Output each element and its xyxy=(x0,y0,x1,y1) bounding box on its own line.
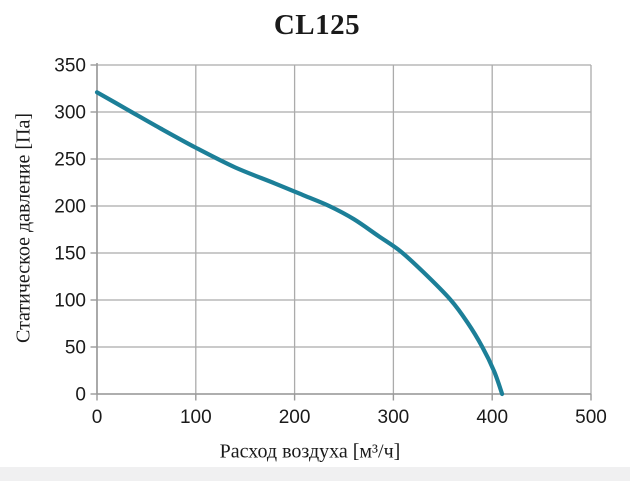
x-tick-label: 500 xyxy=(575,407,607,428)
x-tick-label: 200 xyxy=(279,407,311,428)
x-tick-label: 100 xyxy=(180,407,212,428)
x-tick-label: 300 xyxy=(378,407,410,428)
x-tick-label: 400 xyxy=(476,407,508,428)
y-tick-label: 50 xyxy=(65,338,86,359)
y-tick-label: 200 xyxy=(54,197,86,218)
x-tick-label: 0 xyxy=(92,407,103,428)
chart-title: CL125 xyxy=(273,9,361,41)
y-tick-label: 250 xyxy=(54,150,86,171)
performance-curve xyxy=(94,90,505,397)
x-axis-title: Расход воздуха [м³/ч] xyxy=(219,440,401,463)
y-tick-label: 100 xyxy=(54,291,86,312)
y-tick-label: 0 xyxy=(75,385,86,406)
y-tick-label: 300 xyxy=(54,103,86,124)
y-tick-label: 150 xyxy=(54,244,86,265)
y-tick-label: 350 xyxy=(54,56,86,77)
footer-band xyxy=(0,467,630,481)
